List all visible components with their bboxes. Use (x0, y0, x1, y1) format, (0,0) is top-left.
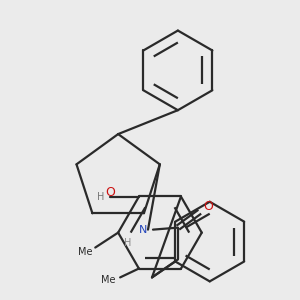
Text: Me: Me (101, 275, 116, 285)
Text: O: O (203, 200, 213, 213)
Text: O: O (105, 186, 115, 199)
Text: H: H (97, 192, 104, 202)
Text: N: N (139, 225, 147, 235)
Text: H: H (124, 238, 132, 248)
Text: Me: Me (78, 247, 93, 256)
